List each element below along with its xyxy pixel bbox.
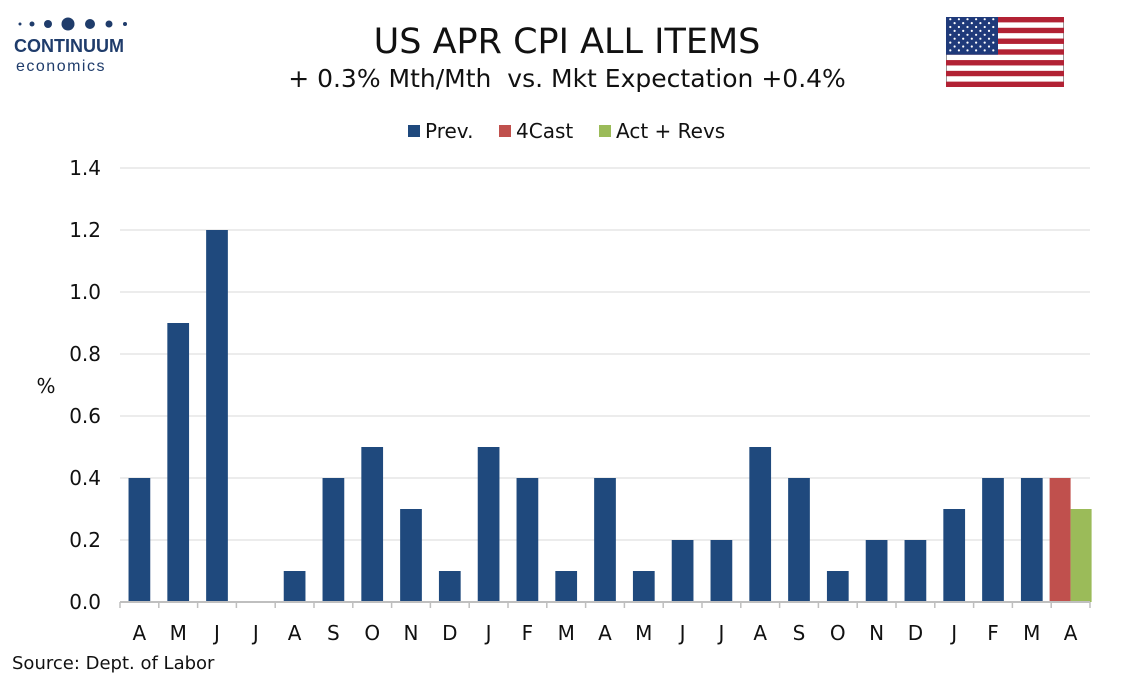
bar-prev-22: [982, 478, 1004, 602]
bar-prev-18: [826, 571, 849, 602]
y-tick-label: 0.4: [69, 466, 101, 490]
legend-label: 4Cast: [516, 119, 573, 143]
bar-prev-10: [516, 478, 539, 602]
bar-prev-12: [594, 478, 616, 602]
x-tick-label: O: [830, 621, 846, 645]
x-tick-label: A: [133, 621, 147, 645]
x-tick-label: M: [635, 621, 652, 645]
x-tick-label: S: [327, 621, 340, 645]
bar-prev-7: [400, 509, 422, 602]
chart-title: US APR CPI ALL ITEMS: [373, 22, 761, 62]
brand-logo: CONTINUUM economics: [14, 14, 144, 76]
x-tick-label: A: [288, 621, 302, 645]
bar-act-revs-24: [1070, 509, 1092, 602]
x-tick-label: N: [404, 621, 419, 645]
bar-prev-4: [283, 571, 306, 602]
x-tick-label: F: [522, 621, 534, 645]
bar-prev-14: [671, 540, 694, 602]
source-note: Source: Dept. of Labor: [12, 653, 215, 674]
x-tick-label: J: [484, 621, 492, 645]
y-tick-label: 0.2: [69, 528, 101, 552]
x-tick-label: S: [793, 621, 806, 645]
x-tick-label: J: [212, 621, 220, 645]
x-tick-label: A: [1064, 621, 1078, 645]
bar-prev-23: [1020, 478, 1043, 602]
legend-label: Prev.: [425, 119, 473, 143]
bar-prev-5: [322, 478, 345, 602]
x-tick-label: J: [251, 621, 259, 645]
bar-prev-11: [555, 571, 578, 602]
brand-sub: economics: [16, 58, 106, 75]
y-axis-label: %: [36, 374, 55, 398]
bar-prev-15: [710, 540, 733, 602]
bar-prev-13: [632, 571, 655, 602]
bar-prev-17: [788, 478, 810, 602]
x-tick-label: M: [170, 621, 187, 645]
logo-dots-icon: [18, 17, 127, 31]
chart-subtitle: + 0.3% Mth/Mth vs. Mkt Expectation +0.4%: [288, 64, 846, 93]
x-tick-label: F: [987, 621, 999, 645]
y-tick-label: 0.8: [69, 342, 101, 366]
chart-legend: Prev. 4Cast Act + Revs: [408, 119, 725, 143]
x-tick-label: J: [678, 621, 686, 645]
legend-label: Act + Revs: [616, 119, 725, 143]
x-tick-label: M: [1023, 621, 1040, 645]
x-tick-label: D: [442, 621, 457, 645]
y-tick-label: 1.0: [69, 280, 101, 304]
bar-prev-16: [749, 447, 772, 602]
us-flag-icon: [946, 17, 1064, 87]
x-tick-label: A: [753, 621, 767, 645]
bars: [128, 230, 1092, 602]
legend-swatch: [499, 125, 511, 137]
x-tick-label: J: [716, 621, 724, 645]
x-tick-label: N: [869, 621, 884, 645]
x-tick-label: D: [908, 621, 923, 645]
y-tick-label: 0.0: [69, 590, 101, 614]
legend-swatch: [599, 125, 611, 137]
bar-prev-8: [438, 571, 461, 602]
bar-prev-1: [167, 323, 190, 602]
x-tick-label: J: [949, 621, 957, 645]
legend-item-0: Prev.: [408, 119, 473, 143]
bar-prev-0: [128, 478, 151, 602]
x-tick-label: M: [558, 621, 575, 645]
y-tick-label: 0.6: [69, 404, 101, 428]
bar-prev-6: [361, 447, 384, 602]
bar-prev-20: [904, 540, 927, 602]
bar-4cast-24: [1049, 478, 1071, 602]
bar-prev-21: [943, 509, 966, 602]
legend-item-2: Act + Revs: [599, 119, 725, 143]
y-tick-label: 1.4: [69, 156, 101, 180]
y-tick-label: 1.2: [69, 218, 101, 242]
bar-prev-2: [206, 230, 228, 602]
legend-swatch: [408, 125, 420, 137]
legend-item-1: 4Cast: [499, 119, 573, 143]
brand-name: CONTINUUM: [14, 36, 124, 56]
x-axis: [119, 601, 1091, 608]
bar-prev-19: [865, 540, 888, 602]
bar-prev-9: [477, 447, 500, 602]
x-tick-label: O: [364, 621, 380, 645]
cpi-bar-chart: Prev. 4Cast Act + Revs 0.0 0.2 0.4 0.6 0.8 1.0 1…: [36, 119, 1092, 645]
x-tick-label: A: [598, 621, 612, 645]
y-axis-ticks: 0.0 0.2 0.4 0.6 0.8 1.0 1.2 1.4: [69, 156, 101, 614]
